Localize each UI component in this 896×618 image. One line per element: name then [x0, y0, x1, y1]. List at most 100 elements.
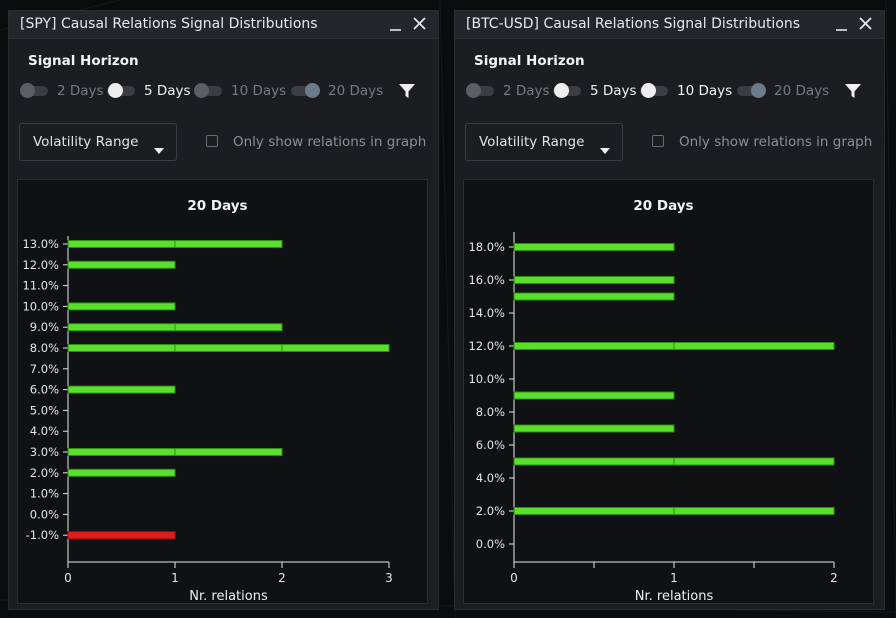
- chart-svg: 20 Days18.0%16.0%14.0%12.0%10.0%8.0%6.0%…: [468, 198, 838, 604]
- toggle-label: 20 Days: [774, 83, 830, 99]
- y-tick-label: 6.0%: [476, 438, 505, 452]
- y-tick-label: 0.0%: [30, 507, 59, 521]
- toggle-label: 5 Days: [144, 83, 191, 99]
- window-title: [BTC-USD] Causal Relations Signal Distri…: [466, 16, 801, 32]
- y-tick-label: 1.0%: [30, 487, 59, 501]
- bar-segment[interactable]: [67, 344, 176, 352]
- toggle-knob: [751, 83, 766, 98]
- y-tick-label: 6.0%: [30, 383, 59, 397]
- bar-segment[interactable]: [67, 323, 176, 332]
- x-tick-label: 2: [830, 571, 838, 585]
- signal-horizon-label: Signal Horizon: [474, 53, 585, 69]
- close-icon[interactable]: [410, 14, 430, 34]
- toggle-knob: [108, 83, 123, 98]
- y-tick-label: 4.0%: [30, 424, 59, 438]
- x-tick-label: 0: [510, 571, 518, 585]
- y-tick-label: 9.0%: [30, 320, 59, 334]
- bar-segment[interactable]: [513, 292, 675, 301]
- bar-segment[interactable]: [67, 240, 176, 248]
- toggle-knob: [305, 83, 320, 98]
- y-tick-label: 14.0%: [468, 306, 505, 320]
- checkbox-label: Only show relations in graph: [233, 134, 427, 150]
- y-tick-label: 5.0%: [30, 403, 59, 417]
- chevron-down-icon: [600, 139, 610, 154]
- checkbox-box[interactable]: [206, 135, 218, 147]
- y-tick-label: 2.0%: [30, 466, 59, 480]
- y-tick-label: 8.0%: [30, 341, 59, 355]
- y-tick-label: 10.0%: [22, 299, 59, 313]
- bar-segment[interactable]: [67, 302, 176, 311]
- bar-segment[interactable]: [513, 424, 675, 433]
- bar-segment[interactable]: [174, 323, 283, 332]
- window-titlebar[interactable]: [SPY] Causal Relations Signal Distributi…: [9, 11, 438, 39]
- y-tick-label: 3.0%: [30, 445, 59, 459]
- y-tick-label: 8.0%: [476, 405, 505, 419]
- filter-icon[interactable]: [398, 82, 416, 100]
- bar-segment[interactable]: [174, 448, 283, 456]
- distribution-chart: 20 Days 13.0% 12.0% 11.0% 10.0% 9.0% 8.0% 7.0% 6…: [17, 179, 428, 604]
- x-tick-label: 0: [64, 571, 72, 585]
- bar-segment[interactable]: [673, 342, 835, 350]
- toggle-knob: [466, 83, 481, 98]
- bar-segment[interactable]: [673, 457, 835, 466]
- bar-segment[interactable]: [513, 507, 675, 515]
- y-tick-label: 13.0%: [22, 237, 59, 251]
- chevron-down-icon: [154, 139, 164, 154]
- minimize-icon[interactable]: [386, 14, 406, 34]
- toggle-knob: [641, 83, 656, 98]
- y-tick-label: 2.0%: [476, 504, 505, 518]
- y-tick-label: 4.0%: [476, 471, 505, 485]
- toggle-label: 2 Days: [503, 83, 550, 99]
- filter-icon[interactable]: [844, 82, 862, 100]
- y-tick-label: 11.0%: [22, 279, 59, 293]
- bar-segment[interactable]: [281, 344, 390, 352]
- bar-segment[interactable]: [673, 507, 835, 515]
- minimize-icon[interactable]: [832, 14, 852, 34]
- signal-horizon-label: Signal Horizon: [28, 53, 139, 69]
- checkbox-label: Only show relations in graph: [679, 134, 873, 150]
- y-tick-label: 16.0%: [468, 273, 505, 287]
- toggle-label: 5 Days: [590, 83, 637, 99]
- bar-segment[interactable]: [67, 468, 176, 477]
- x-tick-label: 1: [171, 571, 179, 585]
- distribution-chart: 20 Days 18.0% 16.0% 14.0% 12.0% 10.0% 8.0% 6.0%…: [463, 179, 874, 604]
- bar-segment[interactable]: [67, 448, 176, 456]
- chart-title: 20 Days: [633, 198, 693, 214]
- bar-segment[interactable]: [513, 457, 675, 466]
- chart-title: 20 Days: [187, 198, 247, 214]
- btc-signal-panel: [BTC-USD] Causal Relations Signal Distri…: [454, 10, 885, 610]
- checkbox-box[interactable]: [652, 135, 664, 147]
- bar-segment[interactable]: [67, 385, 176, 394]
- y-tick-label: 10.0%: [468, 372, 505, 386]
- toggle-label: 10 Days: [231, 83, 287, 99]
- toggle-label: 2 Days: [57, 83, 104, 99]
- toggle-knob: [194, 83, 209, 98]
- bar-segment[interactable]: [67, 260, 176, 269]
- window-title: [SPY] Causal Relations Signal Distributi…: [20, 16, 318, 32]
- bar-segment[interactable]: [513, 342, 675, 350]
- spy-signal-panel: [SPY] Causal Relations Signal Distributi…: [8, 10, 439, 610]
- y-tick-label: 0.0%: [476, 537, 505, 551]
- bar-segment[interactable]: [174, 240, 283, 248]
- dropdown-value: Volatility Range: [33, 134, 139, 150]
- bar-segment[interactable]: [174, 344, 283, 352]
- bar-segment[interactable]: [513, 276, 675, 284]
- x-axis-title: Nr. relations: [635, 589, 714, 604]
- x-axis-title: Nr. relations: [189, 589, 268, 604]
- y-tick-label: 18.0%: [468, 240, 505, 254]
- x-tick-label: 2: [278, 571, 286, 585]
- bar-segment[interactable]: [513, 391, 675, 400]
- negative-bar-segment[interactable]: [67, 531, 176, 540]
- dropdown-value: Volatility Range: [479, 134, 585, 150]
- x-tick-label: 1: [670, 571, 678, 585]
- chart-svg: 20 Days13.0%12.0%11.0%10.0%9.0%8.0%7.0%6…: [22, 198, 393, 604]
- volatility-range-dropdown[interactable]: Volatility Range: [19, 123, 177, 161]
- bar-segment[interactable]: [513, 243, 675, 251]
- y-tick-label: 12.0%: [468, 339, 505, 353]
- volatility-range-dropdown[interactable]: Volatility Range: [465, 123, 623, 161]
- x-tick-label: 3: [385, 571, 393, 585]
- toggle-knob: [20, 83, 35, 98]
- y-tick-label: -1.0%: [26, 528, 59, 542]
- close-icon[interactable]: [856, 14, 876, 34]
- window-titlebar[interactable]: [BTC-USD] Causal Relations Signal Distri…: [455, 11, 884, 39]
